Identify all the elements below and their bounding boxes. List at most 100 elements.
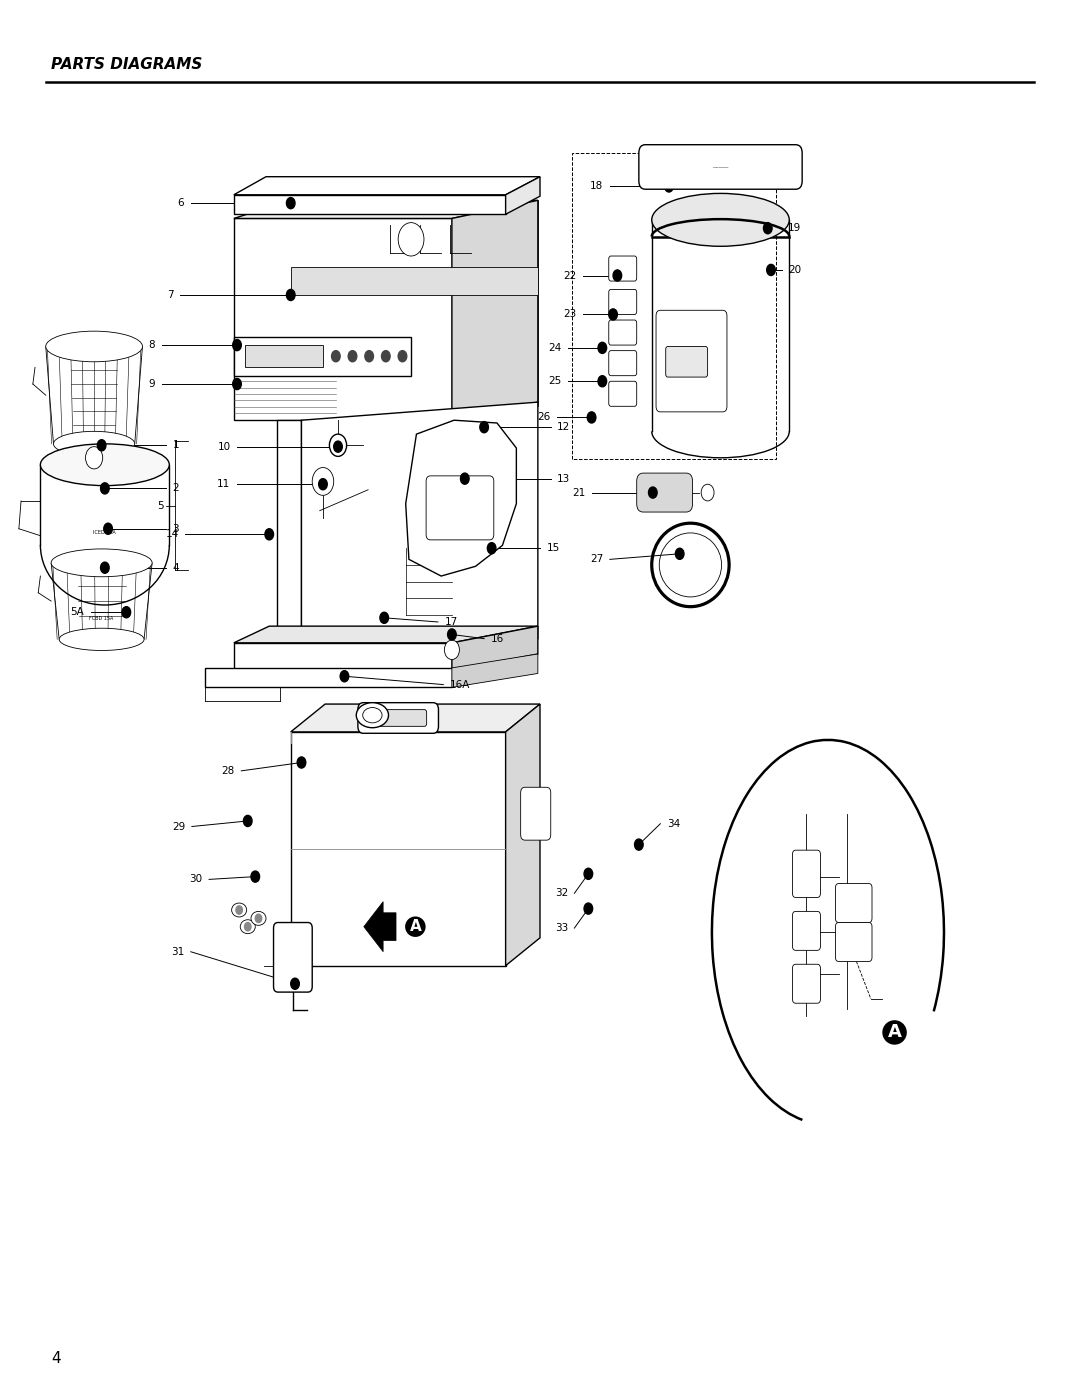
- Polygon shape: [406, 420, 516, 576]
- Circle shape: [251, 872, 259, 882]
- Text: 12: 12: [557, 422, 570, 432]
- Circle shape: [767, 264, 775, 275]
- Ellipse shape: [51, 549, 152, 577]
- Ellipse shape: [356, 703, 389, 728]
- FancyBboxPatch shape: [427, 476, 494, 539]
- Polygon shape: [233, 200, 538, 218]
- Text: 16: 16: [490, 634, 504, 644]
- Circle shape: [297, 757, 306, 768]
- Polygon shape: [205, 668, 451, 687]
- Polygon shape: [291, 267, 538, 295]
- Circle shape: [635, 840, 644, 851]
- Circle shape: [480, 422, 488, 433]
- Text: 13: 13: [557, 474, 570, 483]
- Circle shape: [584, 902, 593, 914]
- Circle shape: [348, 351, 356, 362]
- Text: 8: 8: [149, 339, 156, 351]
- Ellipse shape: [45, 331, 143, 362]
- Circle shape: [329, 434, 347, 457]
- FancyBboxPatch shape: [639, 145, 802, 189]
- Circle shape: [675, 548, 684, 559]
- Ellipse shape: [251, 911, 266, 925]
- Text: 23: 23: [564, 310, 577, 320]
- Text: 5A: 5A: [70, 608, 84, 617]
- Circle shape: [460, 474, 469, 485]
- Polygon shape: [233, 643, 451, 671]
- Polygon shape: [301, 402, 538, 657]
- Circle shape: [122, 606, 131, 617]
- Polygon shape: [451, 626, 538, 671]
- Circle shape: [598, 376, 607, 387]
- Circle shape: [232, 379, 241, 390]
- Circle shape: [365, 351, 374, 362]
- Text: 4: 4: [173, 563, 179, 573]
- Text: 10: 10: [217, 441, 230, 451]
- Text: 18: 18: [590, 182, 604, 191]
- Text: 30: 30: [189, 875, 203, 884]
- Polygon shape: [291, 200, 538, 407]
- FancyBboxPatch shape: [609, 256, 637, 281]
- Circle shape: [613, 270, 622, 281]
- Circle shape: [100, 483, 109, 495]
- Text: 34: 34: [666, 819, 680, 828]
- FancyBboxPatch shape: [665, 346, 707, 377]
- Text: 1: 1: [173, 440, 179, 450]
- Ellipse shape: [54, 432, 135, 457]
- Text: 17: 17: [444, 617, 458, 627]
- Text: PARTS DIAGRAMS: PARTS DIAGRAMS: [51, 57, 203, 73]
- Circle shape: [244, 922, 251, 930]
- Ellipse shape: [40, 444, 170, 486]
- Polygon shape: [451, 654, 538, 687]
- Text: A: A: [888, 1024, 902, 1041]
- Polygon shape: [364, 901, 396, 951]
- Polygon shape: [244, 345, 323, 367]
- Circle shape: [399, 222, 424, 256]
- Polygon shape: [505, 176, 540, 214]
- Text: 9: 9: [149, 379, 156, 388]
- Circle shape: [588, 412, 596, 423]
- Circle shape: [265, 528, 273, 539]
- Polygon shape: [291, 732, 505, 965]
- Circle shape: [332, 351, 340, 362]
- Text: 14: 14: [165, 529, 179, 539]
- FancyBboxPatch shape: [793, 851, 821, 897]
- Text: 16A: 16A: [449, 679, 470, 690]
- Text: 20: 20: [788, 265, 801, 275]
- FancyBboxPatch shape: [637, 474, 692, 513]
- Ellipse shape: [231, 902, 246, 916]
- FancyBboxPatch shape: [609, 351, 637, 376]
- FancyBboxPatch shape: [521, 788, 551, 840]
- Text: 22: 22: [564, 271, 577, 281]
- Circle shape: [340, 671, 349, 682]
- Circle shape: [381, 351, 390, 362]
- Text: 33: 33: [555, 923, 568, 933]
- Ellipse shape: [240, 919, 255, 933]
- Circle shape: [232, 339, 241, 351]
- Text: ICED TEA: ICED TEA: [94, 529, 117, 535]
- Circle shape: [97, 440, 106, 451]
- Circle shape: [243, 816, 252, 827]
- Circle shape: [764, 222, 772, 233]
- FancyBboxPatch shape: [609, 381, 637, 407]
- Polygon shape: [233, 626, 538, 643]
- Polygon shape: [276, 420, 301, 657]
- Ellipse shape: [59, 629, 144, 651]
- Circle shape: [291, 978, 299, 989]
- Circle shape: [286, 289, 295, 300]
- FancyBboxPatch shape: [609, 289, 637, 314]
- FancyBboxPatch shape: [369, 710, 427, 726]
- Polygon shape: [233, 176, 540, 194]
- FancyBboxPatch shape: [656, 310, 727, 412]
- Text: 29: 29: [172, 821, 186, 831]
- Polygon shape: [451, 200, 538, 420]
- FancyBboxPatch shape: [836, 883, 872, 922]
- Text: FCBD 15A: FCBD 15A: [90, 616, 113, 622]
- Polygon shape: [233, 337, 411, 376]
- Circle shape: [312, 468, 334, 496]
- Text: 31: 31: [171, 947, 185, 957]
- Circle shape: [487, 542, 496, 553]
- Circle shape: [648, 488, 657, 499]
- Circle shape: [598, 342, 607, 353]
- Text: 3: 3: [173, 524, 179, 534]
- Text: 7: 7: [167, 291, 174, 300]
